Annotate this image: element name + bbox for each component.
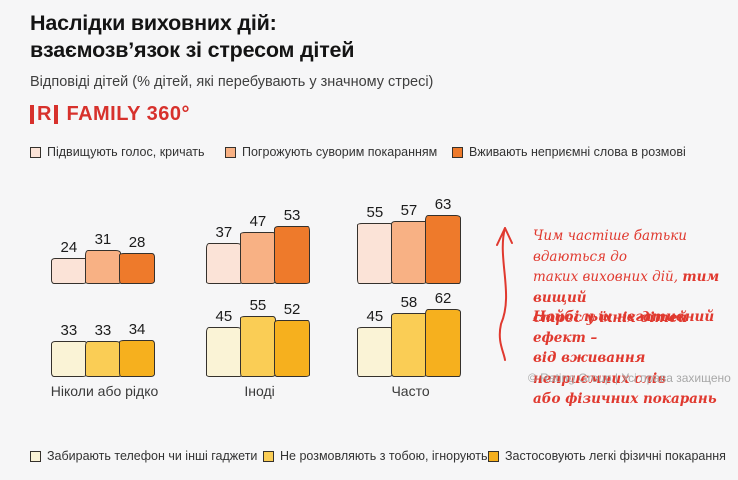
bar-value-label: 24: [60, 239, 78, 256]
category-label: Іноді: [244, 383, 275, 399]
bar-value-label: 34: [128, 321, 146, 338]
copyright-notice: © Rating Group | Усі права захищено: [528, 371, 731, 385]
bar: [240, 232, 276, 284]
legend-item: Застосовують легкі фізичні покарання: [488, 449, 726, 463]
note1-line3-bold: стрес у їхніх дітей: [533, 310, 688, 326]
legend-label: Погрожують суворим покаранням: [242, 145, 438, 159]
legend-item: Вживають неприємні слова в розмові: [452, 145, 686, 159]
bar: [425, 309, 461, 377]
annotation-note-1: Чим частіше батьки вдаються до таких вих…: [533, 226, 735, 329]
bar-value-label: 55: [366, 204, 384, 221]
bar: [240, 316, 276, 377]
note2-line3: або фізичних покарань: [533, 391, 717, 407]
logo-bar-icon: [54, 105, 59, 124]
bar-value-label: 33: [60, 322, 78, 339]
note1-line2-bold: тим вищий: [533, 269, 720, 306]
bar: [357, 327, 393, 377]
logo-brand-text: FAMILY 360°: [66, 103, 191, 125]
note2-line2: від вживання неприємних слів: [533, 350, 667, 387]
bar: [206, 243, 242, 284]
legend-swatch: [225, 146, 236, 158]
bar-value-label: 47: [249, 213, 267, 230]
page-subtitle: Відповіді дітей (% дітей, які перебувают…: [30, 74, 434, 90]
note1-line1: Чим частіше батьки вдаються до: [533, 228, 688, 265]
legend-item: Не розмовляють з тобою, ігнорують: [263, 449, 487, 463]
bar: [85, 250, 121, 284]
legend-item: Забирають телефон чи інші гаджети: [30, 449, 257, 463]
bar-value-label: 62: [434, 290, 452, 307]
bar-value-label: 52: [283, 301, 301, 318]
bar: [51, 341, 87, 377]
legend-swatch: [452, 146, 463, 158]
legend-label: Забирають телефон чи інші гаджети: [47, 449, 258, 463]
legend-swatch: [30, 146, 41, 158]
bar: [274, 226, 310, 284]
bar: [85, 341, 121, 377]
legend-label: Вживають неприємні слова в розмові: [469, 145, 686, 159]
page-title: Наслідки виховних дій: взаємозв’язок зі …: [30, 10, 355, 64]
note1-line2-normal: таких виховних дій,: [533, 269, 683, 285]
bar-value-label: 53: [283, 207, 301, 224]
legend-label: Не розмовляють з тобою, ігнорують: [280, 449, 488, 463]
bar-value-label: 45: [366, 308, 384, 325]
bar: [119, 340, 155, 377]
legend-label: Підвищують голос, кричать: [47, 145, 205, 159]
note2-line1: Найбільш негативний ефект –: [533, 309, 715, 346]
annotation-note-2: Найбільш негативний ефект – від вживання…: [533, 307, 735, 410]
bar-value-label: 45: [215, 308, 233, 325]
bar: [357, 223, 393, 284]
legend-swatch: [263, 450, 274, 462]
bar: [391, 313, 427, 377]
bar: [51, 258, 87, 284]
rating-family360-logo: R FAMILY 360°: [30, 103, 190, 126]
bar-value-label: 55: [249, 297, 267, 314]
title-line-2: взаємозв’язок зі стресом дітей: [30, 38, 355, 62]
bar-value-label: 33: [94, 322, 112, 339]
bar: [119, 253, 155, 284]
title-line-1: Наслідки виховних дій:: [30, 11, 277, 35]
upward-trend-arrow-icon: [496, 227, 513, 361]
bar-value-label: 28: [128, 234, 146, 251]
bar: [425, 215, 461, 284]
bar-value-label: 58: [400, 294, 418, 311]
logo-letter: R: [37, 103, 52, 125]
category-label: Часто: [391, 383, 430, 399]
bar-value-label: 63: [434, 196, 452, 213]
logo-bar-icon: [30, 105, 34, 124]
bar-value-label: 57: [400, 202, 418, 219]
legend-item: Підвищують голос, кричать: [30, 145, 205, 159]
legend-swatch: [488, 450, 499, 462]
bar: [274, 320, 310, 377]
bar: [391, 221, 427, 284]
legend-item: Погрожують суворим покаранням: [225, 145, 437, 159]
bar-value-label: 31: [94, 231, 112, 248]
legend-swatch: [30, 450, 41, 462]
category-label: Ніколи або рідко: [50, 383, 159, 399]
bar-value-label: 37: [215, 224, 233, 241]
bar: [206, 327, 242, 377]
legend-label: Застосовують легкі фізичні покарання: [505, 449, 726, 463]
